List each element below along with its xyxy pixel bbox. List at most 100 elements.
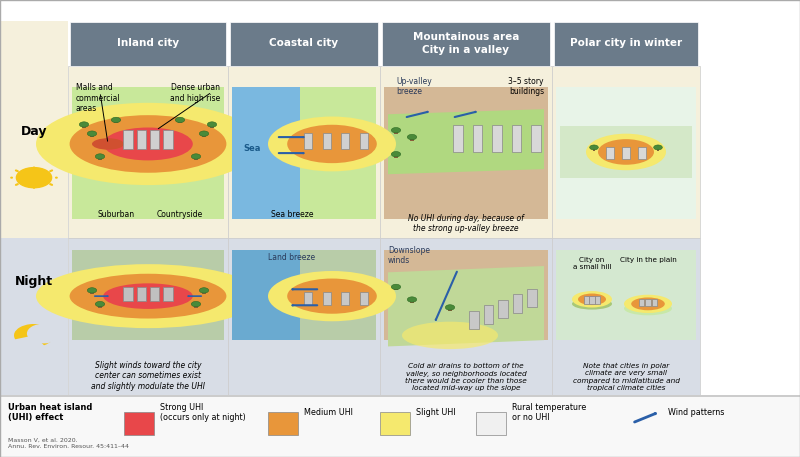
Bar <box>90 134 94 137</box>
Ellipse shape <box>36 264 260 328</box>
Bar <box>449 308 451 311</box>
Bar <box>593 148 595 151</box>
Circle shape <box>87 131 97 136</box>
Ellipse shape <box>92 138 124 150</box>
Text: Medium UHI: Medium UHI <box>304 408 353 417</box>
Text: Day: Day <box>21 125 47 138</box>
Circle shape <box>111 117 121 122</box>
Bar <box>410 300 414 303</box>
Bar <box>342 133 350 149</box>
Bar <box>137 130 146 149</box>
Text: Inland city: Inland city <box>117 38 179 48</box>
Bar <box>82 125 86 128</box>
Circle shape <box>79 122 89 127</box>
Ellipse shape <box>624 295 672 313</box>
FancyBboxPatch shape <box>68 238 228 395</box>
Polygon shape <box>560 126 692 178</box>
Wedge shape <box>14 324 54 345</box>
Bar <box>606 147 614 159</box>
Bar <box>150 130 159 149</box>
Bar <box>595 296 601 304</box>
Bar <box>360 292 368 305</box>
Circle shape <box>17 168 51 188</box>
Polygon shape <box>232 250 300 340</box>
Circle shape <box>654 145 662 150</box>
Text: Night: Night <box>15 275 53 288</box>
FancyBboxPatch shape <box>228 238 380 395</box>
FancyBboxPatch shape <box>380 412 410 436</box>
FancyBboxPatch shape <box>124 412 154 436</box>
Text: City in the plain: City in the plain <box>620 256 676 263</box>
Ellipse shape <box>572 298 612 309</box>
Text: Up-valley
breeze: Up-valley breeze <box>396 77 432 96</box>
Text: Wind patterns: Wind patterns <box>668 408 724 417</box>
Circle shape <box>590 145 598 150</box>
Circle shape <box>95 154 105 159</box>
FancyBboxPatch shape <box>0 395 800 397</box>
Polygon shape <box>232 87 300 219</box>
Text: Sea breeze: Sea breeze <box>270 210 314 219</box>
Ellipse shape <box>103 283 193 309</box>
Bar <box>453 124 462 152</box>
FancyBboxPatch shape <box>268 412 298 436</box>
Circle shape <box>391 152 401 157</box>
Bar <box>638 147 646 159</box>
Circle shape <box>95 302 105 307</box>
Text: Slight winds toward the city
center can sometimes exist
and slightly modulate th: Slight winds toward the city center can … <box>91 361 205 391</box>
Ellipse shape <box>287 278 377 314</box>
FancyBboxPatch shape <box>68 66 228 238</box>
Text: Strong UHI
(occurs only at night): Strong UHI (occurs only at night) <box>160 403 246 422</box>
Ellipse shape <box>572 291 612 308</box>
Text: Downslope
winds: Downslope winds <box>388 245 430 265</box>
Bar <box>394 287 398 291</box>
Polygon shape <box>72 250 224 340</box>
Bar <box>202 134 206 137</box>
Ellipse shape <box>103 128 193 160</box>
Bar <box>360 133 368 149</box>
Text: City on
a small hill: City on a small hill <box>573 256 611 270</box>
Bar <box>657 148 659 151</box>
Circle shape <box>28 324 60 343</box>
Bar <box>646 299 651 306</box>
Polygon shape <box>384 87 548 219</box>
Ellipse shape <box>631 298 665 310</box>
Ellipse shape <box>268 117 396 171</box>
Text: Masson V, et al. 2020.
Annu. Rev. Environ. Resour. 45:411–44: Masson V, et al. 2020. Annu. Rev. Enviro… <box>8 438 129 449</box>
Text: Land breeze: Land breeze <box>269 253 315 262</box>
Bar <box>123 130 133 149</box>
Circle shape <box>191 302 201 307</box>
Bar <box>322 133 330 149</box>
FancyBboxPatch shape <box>230 22 378 66</box>
Polygon shape <box>556 250 696 340</box>
Bar <box>513 294 522 313</box>
Ellipse shape <box>578 293 606 305</box>
Text: No UHI during day, because of
the strong up-valley breeze: No UHI during day, because of the strong… <box>408 214 524 233</box>
FancyBboxPatch shape <box>228 66 380 238</box>
Bar <box>98 305 102 308</box>
Ellipse shape <box>70 274 226 319</box>
Circle shape <box>446 305 454 310</box>
Ellipse shape <box>584 296 600 303</box>
Text: Dense urban
and high rise: Dense urban and high rise <box>170 83 220 103</box>
Bar <box>114 121 118 123</box>
Bar <box>163 130 173 149</box>
Text: Polar city in winter: Polar city in winter <box>570 38 682 48</box>
FancyBboxPatch shape <box>552 66 700 238</box>
Bar <box>163 287 173 301</box>
Bar <box>394 131 398 134</box>
Bar <box>527 289 537 307</box>
Circle shape <box>87 288 97 293</box>
Bar <box>394 155 398 158</box>
Bar <box>492 124 502 152</box>
FancyBboxPatch shape <box>0 395 800 457</box>
Circle shape <box>407 297 417 302</box>
Bar <box>123 287 133 301</box>
Bar <box>531 124 541 152</box>
FancyBboxPatch shape <box>0 238 68 395</box>
FancyBboxPatch shape <box>554 22 698 66</box>
Bar <box>638 299 645 306</box>
Circle shape <box>175 117 185 122</box>
Bar <box>512 124 522 152</box>
Bar <box>202 291 206 294</box>
Bar <box>98 157 102 160</box>
